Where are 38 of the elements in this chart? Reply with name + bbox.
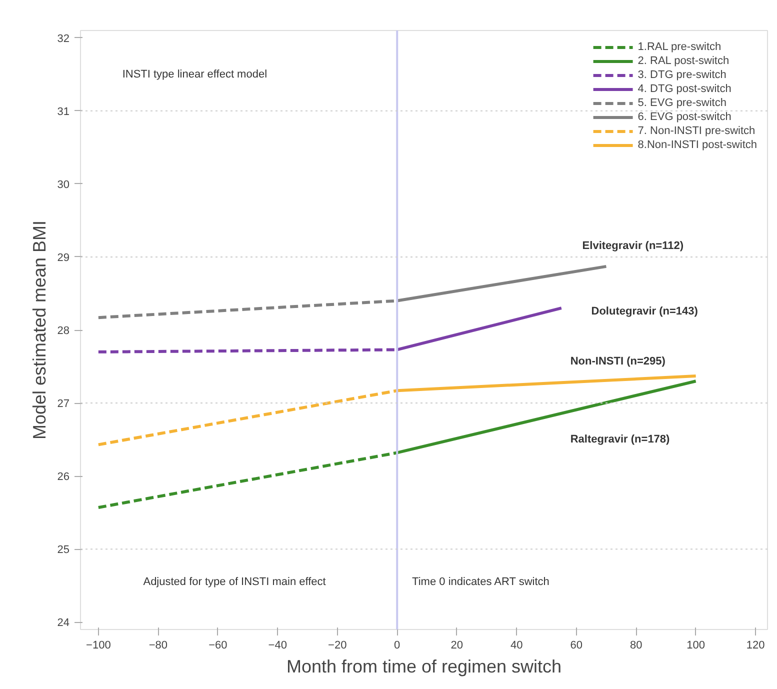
annotation: Dolutegravir (n=143)	[591, 306, 698, 318]
legend-label: 6. EVG post-switch	[638, 110, 732, 124]
y-tick-label: 32	[57, 32, 70, 45]
annotation: Adjusted for type of INSTI main effect	[143, 576, 326, 588]
x-axis-title: Month from time of regimen switch	[286, 656, 562, 676]
x-tick-label: 120	[746, 640, 765, 652]
x-tick-label: 40	[510, 640, 523, 652]
legend-label: 1.RAL pre-switch	[638, 40, 722, 54]
x-tick-label: 100	[686, 640, 705, 652]
annotation: INSTI type linear effect model	[122, 68, 268, 80]
x-tick-label: −60	[208, 640, 228, 652]
x-tick-label: −20	[328, 640, 347, 652]
legend-label: 7. Non-INSTI pre-switch	[638, 124, 756, 138]
y-tick-label: 26	[57, 471, 70, 484]
y-tick-label: 27	[57, 398, 70, 410]
y-tick-label: 30	[57, 178, 70, 191]
y-axis-title: Model estimated mean BMI	[29, 220, 50, 440]
y-tick-label: 28	[57, 325, 70, 337]
legend-label: 2. RAL post-switch	[638, 54, 730, 68]
x-tick-label: 60	[570, 640, 582, 652]
annotation: Elvitegravir (n=112)	[582, 240, 684, 252]
y-tick-label: 24	[57, 617, 70, 630]
y-tick-label: 31	[57, 106, 70, 118]
annotation: Time 0 indicates ART switch	[412, 576, 550, 588]
legend-label: 3. DTG pre-switch	[638, 68, 726, 82]
x-tick-label: −100	[86, 640, 111, 652]
legend-label: 5. EVG pre-switch	[638, 96, 726, 110]
x-tick-label: −80	[148, 640, 168, 652]
annotation: Raltegravir (n=178)	[570, 434, 670, 446]
y-tick-label: 25	[57, 544, 70, 556]
x-tick-label: 20	[450, 640, 463, 652]
legend-label: 4. DTG post-switch	[638, 82, 732, 96]
x-tick-label: 0	[394, 640, 400, 652]
annotation: Non-INSTI (n=295)	[570, 355, 666, 368]
legend-label: 8.Non-INSTI post-switch	[638, 138, 757, 152]
y-tick-label: 29	[57, 252, 70, 264]
x-tick-label: −40	[268, 640, 287, 652]
x-tick-label: 80	[630, 640, 642, 652]
